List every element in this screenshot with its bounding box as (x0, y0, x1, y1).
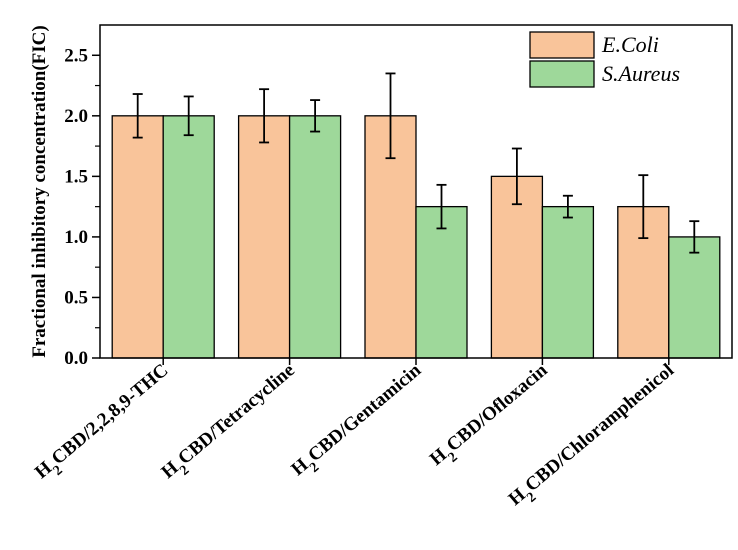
y-tick-label: 0.0 (64, 348, 88, 369)
legend-label: S.Aureus (602, 61, 680, 86)
bar (415, 205, 468, 359)
bar (541, 205, 595, 359)
y-tick-label: 0.5 (64, 287, 88, 308)
bar (668, 236, 721, 359)
x-tick-label: H2CBD/Ofloxacin (426, 359, 556, 474)
y-axis-title: Fractional inhibitory concentration(FIC) (29, 25, 50, 357)
y-tick-label: 1.5 (64, 166, 88, 187)
x-tick-label: H2CBD/Gentamicin (287, 359, 429, 485)
legend-swatch (529, 31, 595, 59)
bar (237, 115, 291, 359)
y-tick-label: 2.5 (64, 45, 88, 66)
legend-label: E.Coli (601, 32, 659, 57)
legend-swatch (529, 60, 595, 88)
x-tick-label: H2CBD/Tetracycline (158, 360, 303, 488)
y-tick-label: 1.0 (64, 227, 88, 248)
bar (288, 115, 342, 359)
bar (162, 115, 215, 359)
y-tick-label: 2.0 (64, 106, 88, 127)
x-tick-label: H2CBD/2,2,8,9-THC (31, 360, 177, 488)
bar (111, 115, 164, 359)
